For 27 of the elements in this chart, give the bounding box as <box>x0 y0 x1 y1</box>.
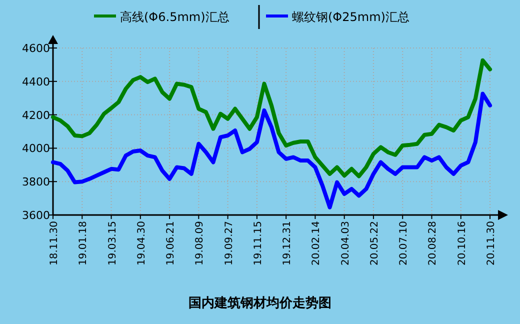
x-tick-label: 18.11.30 <box>49 221 60 266</box>
x-tick-label: 20.07.10 <box>398 221 410 266</box>
x-tick-label: 19.08.09 <box>194 221 206 266</box>
x-tick-label: 19.03.15 <box>107 221 118 266</box>
x-tick-label: 20.02.14 <box>311 221 322 266</box>
y-tick-label: 4200 <box>22 108 50 122</box>
x-tick-label: 20.04.03 <box>340 221 352 266</box>
x-tick-label: 19.01.18 <box>78 221 90 266</box>
x-tick-label: 20.10.16 <box>456 221 468 266</box>
x-tick-label: 20.08.28 <box>428 221 439 266</box>
x-tick-label: 19.09.27 <box>224 221 235 266</box>
line-series <box>51 58 492 178</box>
x-tick-label: 19.04.30 <box>136 221 148 266</box>
legend-label: 高线(Φ6.5mm)汇总 <box>120 10 230 24</box>
x-tick-label: 19.06.21 <box>166 221 177 266</box>
y-tick-label: 4000 <box>22 142 50 156</box>
line-series <box>51 92 492 210</box>
y-tick-label: 3800 <box>22 176 50 189</box>
x-tick-label: 20.11.30 <box>486 221 497 266</box>
x-tick-label: 20.05.22 <box>369 221 380 266</box>
x-tick-label: 19.11.15 <box>252 221 264 266</box>
y-tick-label: 4400 <box>22 75 50 88</box>
x-tick-label: 19.12.31 <box>282 221 294 266</box>
text: 国内建筑钢材均价走势图 <box>188 295 332 311</box>
y-tick-label: 3600 <box>22 209 50 222</box>
legend-label: 螺纹钢(Φ25mm)汇总 <box>292 10 410 24</box>
y-tick-label: 4600 <box>22 42 50 55</box>
